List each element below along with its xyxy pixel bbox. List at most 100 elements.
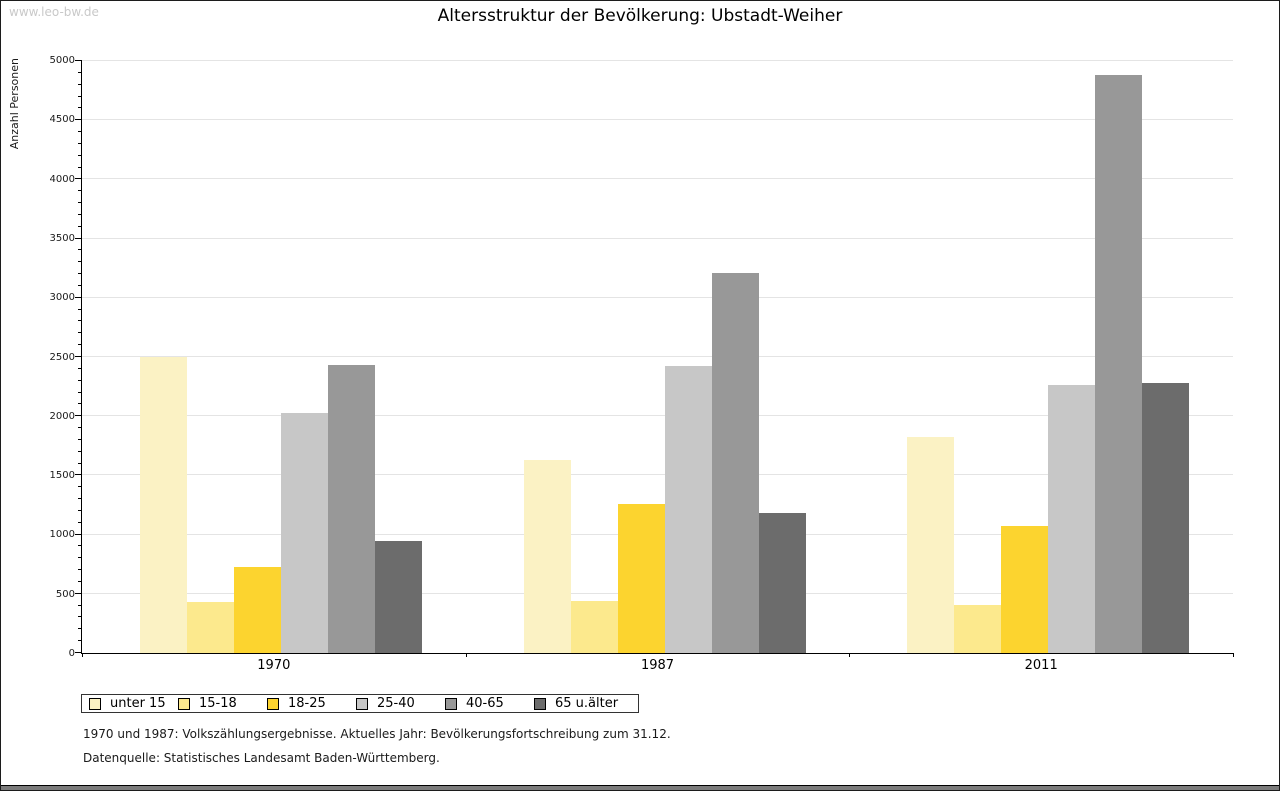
y-tick-label-1500: 1500 xyxy=(49,470,75,482)
y-tick-minor-3600 xyxy=(78,225,82,227)
y-tick-minor-400 xyxy=(78,604,82,606)
y-tick-label-5000: 5000 xyxy=(49,55,75,66)
y-tick-minor-700 xyxy=(78,569,82,571)
legend-item-40-65: 40-65 xyxy=(445,696,534,711)
legend-label-25-40: 25-40 xyxy=(377,696,415,711)
y-tick-minor-4200 xyxy=(78,154,82,156)
y-tick-minor-2900 xyxy=(78,308,82,310)
bar-1987-40-65 xyxy=(711,272,759,653)
y-tick-minor-600 xyxy=(78,580,82,582)
y-tick-label-2500: 2500 xyxy=(49,351,75,363)
bar-group-1970 xyxy=(82,61,466,653)
y-tick-label-4000: 4000 xyxy=(49,173,75,185)
legend-item-18-25: 18-25 xyxy=(267,696,356,711)
legend-label-18-25: 18-25 xyxy=(288,696,326,711)
y-tick-minor-2300 xyxy=(78,379,82,381)
y-tick-minor-2800 xyxy=(78,320,82,322)
footnote-census: 1970 und 1987: Volkszählungsergebnisse. … xyxy=(83,727,671,741)
y-tick-minor-1700 xyxy=(78,450,82,452)
y-tick-minor-3800 xyxy=(78,202,82,204)
y-tick-minor-2700 xyxy=(78,332,82,334)
bar-2011-15-18 xyxy=(954,605,1002,653)
y-tick-minor-200 xyxy=(78,628,82,630)
y-tick-minor-2200 xyxy=(78,391,82,393)
y-tick-minor-1900 xyxy=(78,427,82,429)
y-tick-minor-900 xyxy=(78,545,82,547)
y-tick-label-3500: 3500 xyxy=(49,232,75,244)
y-axis-labels: 0 500 1000 1500 2000 2500 3000 3500 4000 4500 5000 xyxy=(31,56,75,659)
gridline-4000 xyxy=(82,178,1233,180)
legend: unter 15 15-18 18-25 25-40 40-65 65 u.älter xyxy=(81,694,639,713)
y-tick-minor-2600 xyxy=(78,344,82,346)
y-tick-minor-4300 xyxy=(78,142,82,144)
y-tick-major-3500 xyxy=(75,237,82,239)
y-tick-label-1000: 1000 xyxy=(49,529,75,541)
x-tick-0 xyxy=(82,653,83,657)
bar-2011-unter-15 xyxy=(907,436,955,653)
gridline-3000 xyxy=(82,296,1233,298)
y-tick-major-1000 xyxy=(75,533,82,535)
gridline-3500 xyxy=(82,237,1233,239)
legend-item-65-u-lter: 65 u.älter xyxy=(534,696,618,711)
gridline-1500 xyxy=(82,474,1233,476)
y-tick-minor-100 xyxy=(78,640,82,642)
y-tick-minor-1400 xyxy=(78,486,82,488)
gridline-2000 xyxy=(82,415,1233,417)
legend-label-40-65: 40-65 xyxy=(466,696,504,711)
y-tick-major-3000 xyxy=(75,296,82,298)
gridline-5000 xyxy=(82,60,1233,61)
y-tick-major-1500 xyxy=(75,474,82,476)
bar-1970-25-40 xyxy=(281,412,328,653)
y-tick-minor-4400 xyxy=(78,131,82,133)
legend-swatch-40-65 xyxy=(445,697,457,710)
y-tick-major-4500 xyxy=(75,119,82,121)
site-url-watermark: www.leo-bw.de xyxy=(9,5,99,19)
y-tick-minor-2400 xyxy=(78,367,82,369)
y-tick-minor-1300 xyxy=(78,498,82,500)
y-tick-major-2000 xyxy=(75,415,82,417)
gridline-2500 xyxy=(82,356,1233,357)
y-tick-minor-1800 xyxy=(78,438,82,440)
y-tick-major-4000 xyxy=(75,178,82,180)
y-tick-minor-3700 xyxy=(78,213,82,215)
bar-2011-65-u-lter xyxy=(1142,383,1190,653)
bar-1970-unter-15 xyxy=(140,357,187,653)
x-tick-2 xyxy=(849,653,851,657)
y-tick-major-0 xyxy=(75,652,82,653)
bar-1987-15-18 xyxy=(570,600,618,653)
y-tick-minor-1100 xyxy=(78,521,82,523)
y-tick-label-4500: 4500 xyxy=(49,114,75,126)
footnote-source: Datenquelle: Statistisches Landesamt Bad… xyxy=(83,751,440,765)
y-tick-minor-3400 xyxy=(78,249,82,251)
legend-label-65-u-lter: 65 u.älter xyxy=(555,696,619,711)
chart-title: Altersstruktur der Bevölkerung: Ubstadt-… xyxy=(437,6,843,26)
legend-swatch-unter-15 xyxy=(89,697,101,710)
bar-2011-25-40 xyxy=(1048,384,1096,653)
y-tick-label-0: 0 xyxy=(68,648,75,659)
legend-label-unter-15: unter 15 xyxy=(110,696,166,711)
legend-swatch-25-40 xyxy=(356,697,368,710)
y-tick-minor-1200 xyxy=(78,509,82,511)
bar-1970-15-18 xyxy=(187,602,234,653)
bar-group-1987 xyxy=(466,61,850,653)
y-tick-minor-4700 xyxy=(78,95,82,97)
legend-item-15-18: 15-18 xyxy=(178,696,267,711)
y-tick-minor-3100 xyxy=(78,284,82,286)
y-tick-major-500 xyxy=(75,592,82,594)
x-axis-label-1987: 1987 xyxy=(640,658,675,673)
gridline-4500 xyxy=(82,119,1233,121)
bar-group-2011 xyxy=(849,61,1233,653)
y-tick-minor-4800 xyxy=(78,83,82,85)
bar-1987-18-25 xyxy=(617,503,665,653)
y-tick-major-2500 xyxy=(75,356,82,357)
y-tick-minor-4900 xyxy=(78,71,82,73)
y-axis-title: Anzahl Personen xyxy=(8,58,21,150)
y-tick-label-500: 500 xyxy=(55,588,75,600)
y-tick-minor-300 xyxy=(78,616,82,618)
bar-1970-40-65 xyxy=(328,365,375,653)
legend-swatch-65-u-lter xyxy=(534,697,546,710)
bar-2011-18-25 xyxy=(1001,525,1049,653)
legend-item-25-40: 25-40 xyxy=(356,696,445,711)
y-tick-minor-800 xyxy=(78,557,82,559)
y-tick-label-2000: 2000 xyxy=(49,410,75,422)
